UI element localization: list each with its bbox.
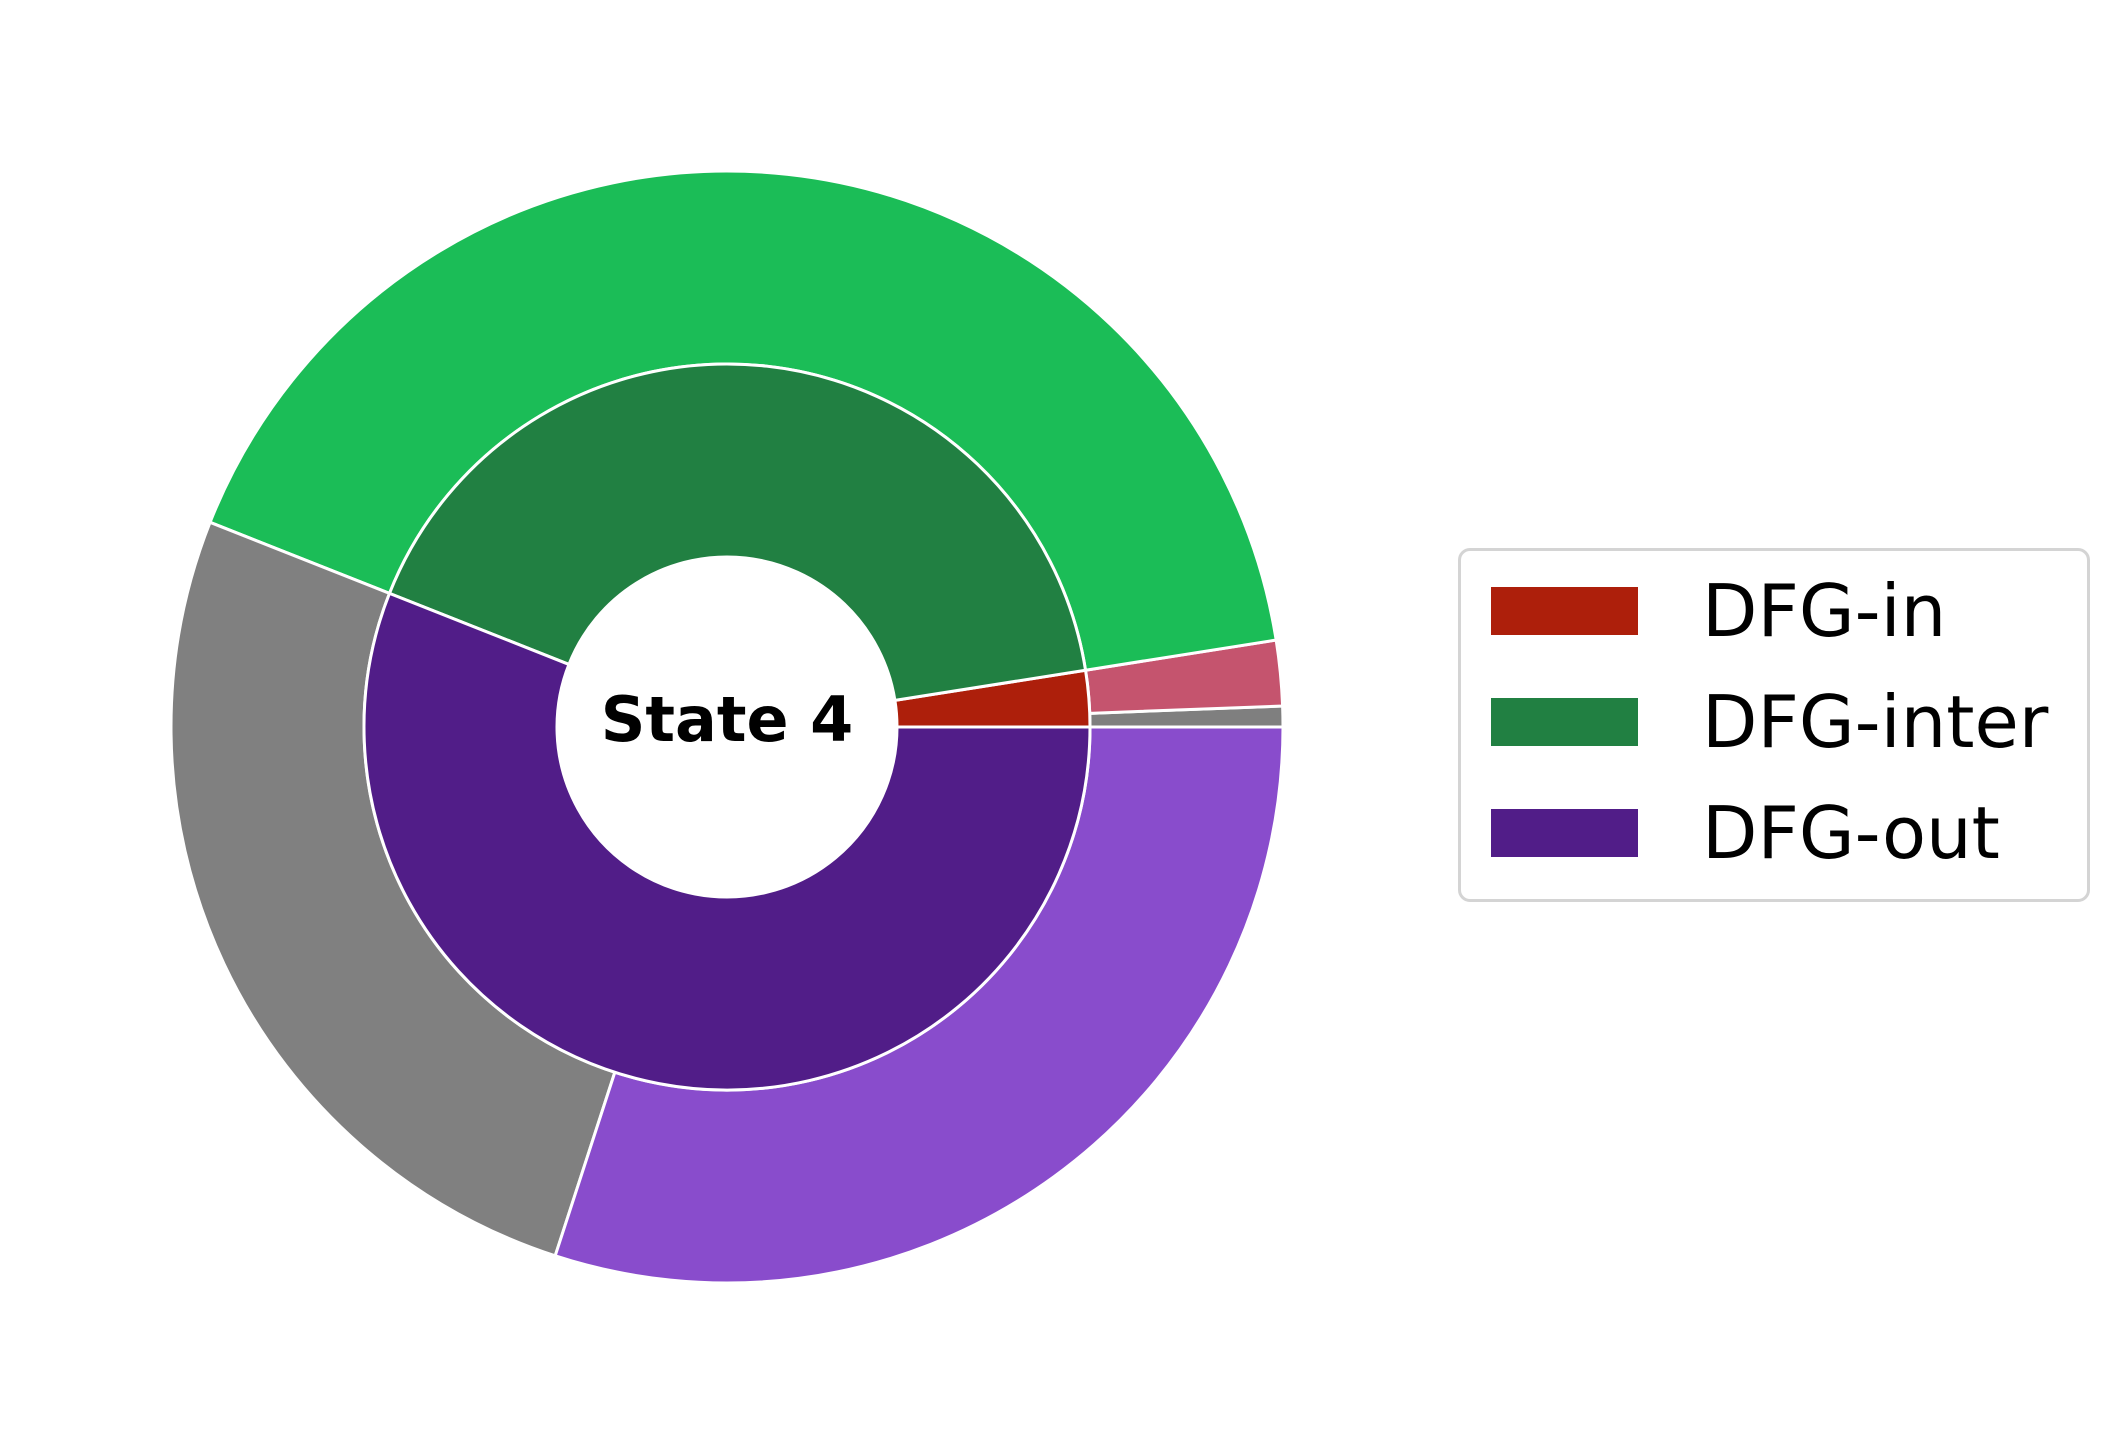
- legend-label-dfg-in: DFG-in: [1702, 569, 1947, 653]
- legend-item-dfg-inter: DFG-inter: [1491, 680, 2049, 764]
- legend-swatch-dfg-inter: [1491, 698, 1638, 746]
- outer-ring: [169, 169, 1285, 1285]
- center-label: State 4: [601, 683, 854, 756]
- inner-wedge-dfg-out-2: [362, 591, 1092, 1092]
- legend-item-dfg-in: DFG-in: [1491, 569, 1947, 653]
- legend-label-dfg-out: DFG-out: [1702, 791, 2000, 875]
- inner-ring: [362, 362, 1092, 1092]
- legend: DFG-in DFG-inter DFG-out: [1458, 548, 2090, 902]
- inner-wedge-dfg-inter-1: [387, 362, 1088, 702]
- legend-item-dfg-out: DFG-out: [1491, 791, 2000, 875]
- legend-swatch-dfg-in: [1491, 587, 1638, 635]
- legend-swatch-dfg-out: [1491, 809, 1638, 857]
- legend-label-dfg-inter: DFG-inter: [1702, 680, 2049, 764]
